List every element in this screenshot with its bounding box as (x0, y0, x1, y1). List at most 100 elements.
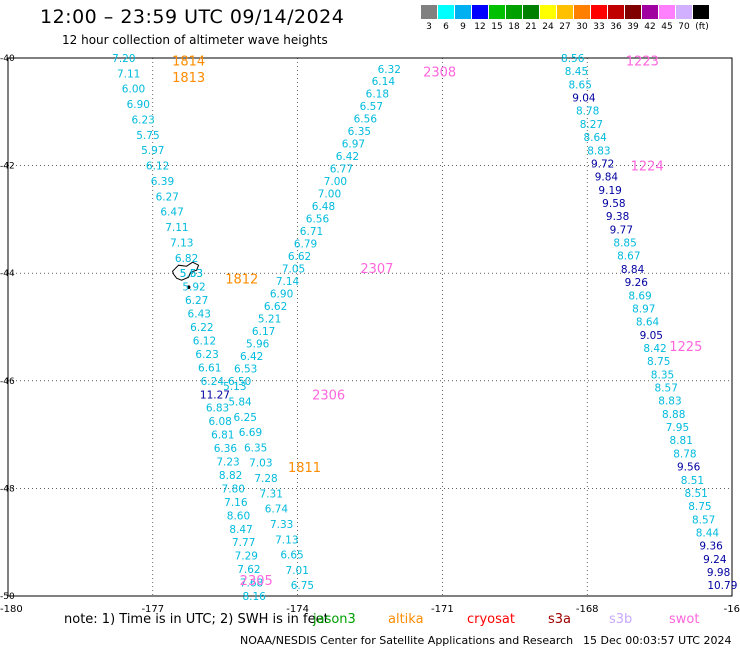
wave-height-label: 6.14 (372, 76, 396, 88)
wave-height-label: 6.25 (234, 412, 257, 424)
wave-height-label: 8.67 (617, 251, 640, 263)
legend-label: 33 (593, 22, 605, 32)
pass-time-label: 1813 (172, 71, 205, 86)
wave-height-label: 6.42 (336, 151, 359, 163)
wave-height-label: 6.97 (342, 139, 365, 151)
wave-height-label: 5.13 (223, 381, 246, 393)
wave-height-label: 6.71 (300, 226, 323, 238)
wave-height-label: 8.35 (651, 369, 674, 381)
legend-label: 24 (542, 22, 554, 32)
satellite-name: altika (388, 612, 424, 627)
wave-height-label: 6.00 (122, 84, 145, 96)
wave-height-label: 9.38 (606, 211, 629, 223)
wave-height-label: 7.01 (286, 565, 309, 577)
run-timestamp: 15 Dec 00:03:57 UTC 2024 (583, 634, 732, 647)
wave-height-label: 6.35 (348, 126, 371, 138)
wave-height-label: 8.81 (670, 435, 693, 447)
wave-height-label: 8.51 (681, 475, 704, 487)
wave-height-label: 7.80 (222, 483, 245, 495)
wave-height-label: 6.82 (175, 253, 198, 265)
legend-swatch (625, 5, 641, 19)
wave-height-label: 8.64 (636, 317, 660, 329)
wave-height-label: 6.24 (201, 376, 225, 388)
legend-swatch (472, 5, 488, 19)
legend-label: 42 (644, 22, 656, 32)
legend-label: 12 (474, 22, 486, 32)
wave-height-label: 9.84 (595, 172, 619, 184)
legend-label: 70 (678, 22, 690, 32)
pass-time-label: 2307 (360, 262, 393, 277)
wave-height-label: 6.08 (208, 416, 231, 428)
legend-swatch (693, 5, 709, 19)
page-subtitle: 12 hour collection of altimeter wave hei… (62, 33, 328, 47)
wave-height-label: 7.16 (224, 497, 248, 509)
legend-swatch (455, 5, 471, 19)
wave-height-label: 6.35 (244, 442, 267, 454)
wave-height-label: 6.79 (294, 239, 317, 251)
pass-time-label: 2308 (423, 65, 456, 80)
wave-height-label: 7.23 (216, 457, 239, 469)
wave-height-label: 8.84 (621, 264, 645, 276)
wave-height-label: 8.97 (632, 303, 655, 315)
wave-height-label: 6.53 (234, 363, 257, 375)
wave-height-label: 7.29 (235, 551, 258, 563)
wave-height-label: 9.77 (610, 224, 633, 236)
legend-swatch (557, 5, 573, 19)
wave-height-label: 6.74 (265, 504, 289, 516)
legend-swatch (642, 5, 658, 19)
wave-height-label: 6.83 (206, 403, 229, 415)
legend-label: 36 (610, 22, 622, 32)
wave-height-label: 5.53 (180, 268, 203, 280)
wave-height-label: 9.19 (598, 185, 621, 197)
wave-height-label: 8.56 (561, 53, 585, 65)
legend-swatch (523, 5, 539, 19)
wave-height-label: 6.27 (156, 191, 179, 203)
wave-height-label: 9.58 (602, 198, 625, 210)
lat-tick-label: -48 (0, 484, 15, 494)
satellite-name: jason3 (313, 612, 356, 627)
legend-label: 30 (576, 22, 588, 32)
wave-height-label: 9.56 (677, 462, 701, 474)
wave-height-label: 6.27 (185, 295, 208, 307)
legend-swatch (608, 5, 624, 19)
wave-height-label: 7.68 (240, 578, 263, 590)
legend-swatch (489, 5, 505, 19)
pass-time-label: 1225 (669, 340, 702, 355)
wave-height-label: 8.83 (587, 145, 610, 157)
island-outline (172, 261, 200, 281)
wave-height-label: 6.62 (288, 251, 311, 263)
wave-height-label: 8.78 (576, 106, 599, 118)
wave-height-label: 6.77 (330, 164, 353, 176)
wave-height-label: 7.13 (170, 237, 193, 249)
wave-height-label: 6.90 (127, 99, 150, 111)
lon-tick-label: -16 (724, 604, 740, 615)
wave-height-label: 9.05 (640, 330, 663, 342)
wave-height-label: 6.61 (198, 362, 221, 374)
legend-swatch (421, 5, 437, 19)
wave-height-label: 6.48 (312, 201, 335, 213)
page-title: 12:00 – 23:59 UTC 09/14/2024 (40, 6, 345, 28)
legend-label: 3 (426, 22, 432, 32)
legend-swatch (540, 5, 556, 19)
wave-height-label: 8.88 (662, 409, 685, 421)
wave-height-label: 7.11 (165, 222, 188, 234)
wave-height-label: 8.65 (569, 79, 592, 91)
wave-height-label: 8.51 (684, 488, 707, 500)
wave-height-label: 6.12 (193, 335, 216, 347)
pass-time-label: 1814 (172, 55, 205, 70)
wave-height-label: 6.12 (146, 161, 169, 173)
wave-height-label: 8.78 (673, 448, 696, 460)
wave-height-label: 6.42 (240, 351, 263, 363)
wave-height-label: 9.98 (707, 567, 730, 579)
wave-height-label: 6.43 (188, 309, 211, 321)
wave-height-label: 7.95 (666, 422, 689, 434)
wave-height-label: 7.31 (260, 488, 283, 500)
pass-time-label: 1811 (288, 461, 321, 476)
wave-height-label: 5.63 (180, 268, 203, 280)
lon-tick-label: -174 (286, 604, 309, 615)
wave-height-label: 9.72 (591, 158, 614, 170)
satellite-name: swot (669, 612, 700, 627)
lon-tick-label: -180 (0, 604, 23, 615)
wave-height-label: 8.60 (227, 510, 250, 522)
